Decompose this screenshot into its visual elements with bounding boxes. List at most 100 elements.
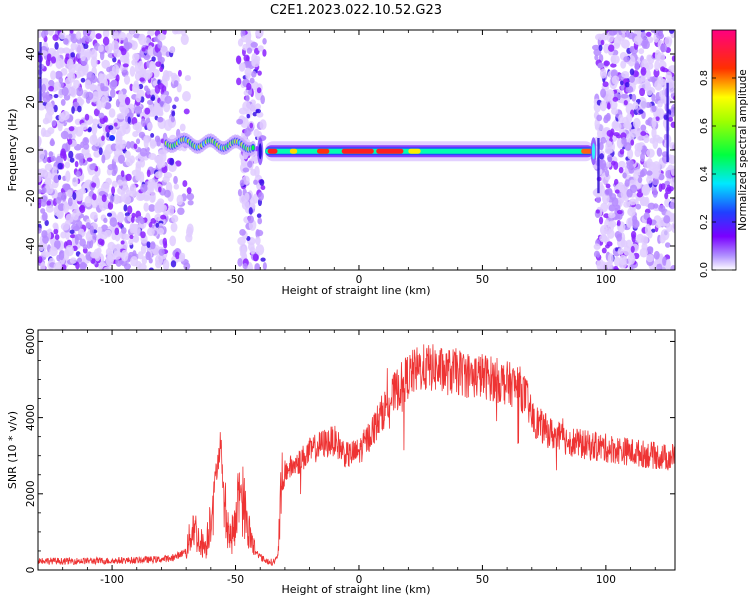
spectrogram-speckle: [100, 96, 106, 109]
spectrogram-speckle: [630, 139, 635, 146]
spectrogram-speckle: [140, 118, 147, 128]
spectrogram-speckle: [184, 75, 192, 82]
spectrogram-speckle: [106, 73, 113, 80]
spectrogram-speckle: [609, 100, 618, 110]
spectrogram-speckle: [237, 236, 246, 246]
snr-xlabel: Height of straight line (km): [281, 583, 430, 596]
spectrogram-speckle: [611, 160, 616, 166]
spectrogram-speckle: [41, 83, 46, 93]
spectrogram-speckle: [114, 227, 120, 236]
colorbar-ticks: 0.0 0.2 0.4 0.6 0.8: [699, 70, 736, 278]
spectrogram-speckle: [629, 128, 639, 138]
spectrogram-speckle: [616, 210, 623, 215]
spectrogram-speckle: [635, 203, 642, 210]
snr-y-tick-label: 4000: [25, 404, 37, 431]
spectrogram-speckle: [158, 186, 162, 193]
spectrogram-x-tick-label: -50: [227, 274, 244, 286]
spectrogram-speckle: [113, 194, 120, 205]
spectrogram-speckle: [124, 150, 131, 159]
spectrogram-speckle: [125, 173, 132, 182]
spectrogram-speckle: [146, 227, 155, 237]
spectrogram-speckle: [84, 79, 92, 90]
spectrogram-speckle: [136, 194, 145, 202]
spectrogram-speckle: [183, 262, 191, 270]
spectrogram-speckle: [91, 182, 97, 188]
spectrogram-speckle: [69, 85, 77, 98]
spectrogram-speckle: [131, 83, 140, 93]
spectrogram-speckle: [113, 30, 119, 40]
spectrogram-speckle: [664, 242, 671, 248]
spectrogram-speckle: [148, 153, 157, 161]
spectrogram-speckle: [46, 53, 52, 62]
spectrogram-speckle: [165, 51, 171, 58]
spectrogram-speckle: [90, 56, 98, 69]
spectrogram-speckle: [239, 62, 246, 71]
spectrogram-speckle: [72, 191, 77, 200]
spectrogram-x-tick-label: -100: [100, 274, 124, 286]
spectrogram-speckle: [262, 262, 267, 270]
spectrogram-speckle: [661, 67, 669, 73]
colorbar: 0.0 0.2 0.4 0.6 0.8 Normalized spectral ampl…: [699, 29, 749, 278]
spectrogram-speckle: [92, 118, 99, 126]
spectrogram-speckle: [57, 162, 63, 170]
spectrogram-edge-spike-core: [591, 143, 596, 160]
spectrogram-speckle: [236, 118, 244, 125]
spectrogram-speckle: [651, 105, 657, 113]
spectrogram-speckle: [126, 141, 131, 149]
spectrogram-speckle: [656, 147, 663, 157]
spectrogram-speckle: [60, 98, 66, 106]
spectrogram-speckle: [55, 57, 64, 69]
spectrogram-speckle: [132, 250, 137, 258]
spectrogram-speckle: [107, 201, 114, 210]
spectrogram-speckle: [663, 215, 671, 224]
spectrogram-speckle: [162, 259, 170, 270]
spectrogram-speckle: [127, 116, 131, 124]
spectrogram-speckle: [147, 45, 154, 56]
spectrogram-speckle: [143, 202, 149, 212]
spectrogram-speckle: [624, 179, 630, 187]
spectrogram-speckle: [50, 155, 56, 162]
spectrogram-speckle: [183, 108, 190, 115]
spectrogram-speckle: [40, 77, 49, 85]
spectrogram-speckle: [80, 77, 86, 83]
spectrogram-speckle: [629, 75, 635, 83]
spectrogram-speckle: [163, 119, 173, 132]
spectrogram-speckle: [171, 214, 179, 223]
spectrogram-speckle: [137, 60, 144, 71]
spectrogram-speckle: [631, 219, 640, 229]
spectrogram-speckle: [630, 230, 637, 239]
spectrogram-speckle: [177, 207, 185, 216]
spectrogram-speckle: [646, 158, 653, 169]
spectrogram-speckle: [621, 71, 630, 78]
spectrogram-speckle: [126, 32, 133, 40]
spectrogram-speckle: [154, 155, 164, 162]
spectrogram-speckle: [116, 113, 126, 120]
spectrogram-speckle: [65, 213, 74, 224]
spectrogram-speckle: [652, 167, 662, 176]
snr-frame: [37, 329, 676, 571]
spectrogram-speckle: [167, 204, 175, 216]
spectrogram-speckle: [639, 247, 648, 258]
spectrogram-speckle: [84, 195, 93, 208]
spectrogram-speckle: [599, 234, 608, 243]
spectrogram-speckle: [644, 223, 651, 236]
spectrogram-speckle: [68, 150, 74, 159]
spectrogram-speckle: [244, 67, 252, 77]
spectrogram-speckle: [651, 117, 657, 129]
spectrogram-speckle: [147, 99, 154, 106]
spectrogram-speckle: [623, 201, 631, 208]
spectrogram-speckle: [58, 250, 65, 261]
spectrogram-speckle: [149, 89, 157, 97]
spectrogram-speckle: [137, 251, 144, 260]
spectrogram-speckle: [75, 86, 84, 97]
spectrogram-speckle: [605, 169, 610, 178]
spectrogram-speckle: [257, 217, 263, 225]
spectrogram-speckle: [246, 82, 252, 91]
spectrogram-speckle: [48, 85, 55, 92]
spectrogram-speckle: [605, 183, 611, 189]
spectrogram-speckle: [656, 52, 666, 62]
spectrogram-speckle: [104, 229, 112, 238]
spectrogram-speckle: [613, 132, 620, 137]
spectrogram-speckle: [254, 103, 262, 110]
spectrogram-speckle: [186, 223, 194, 235]
